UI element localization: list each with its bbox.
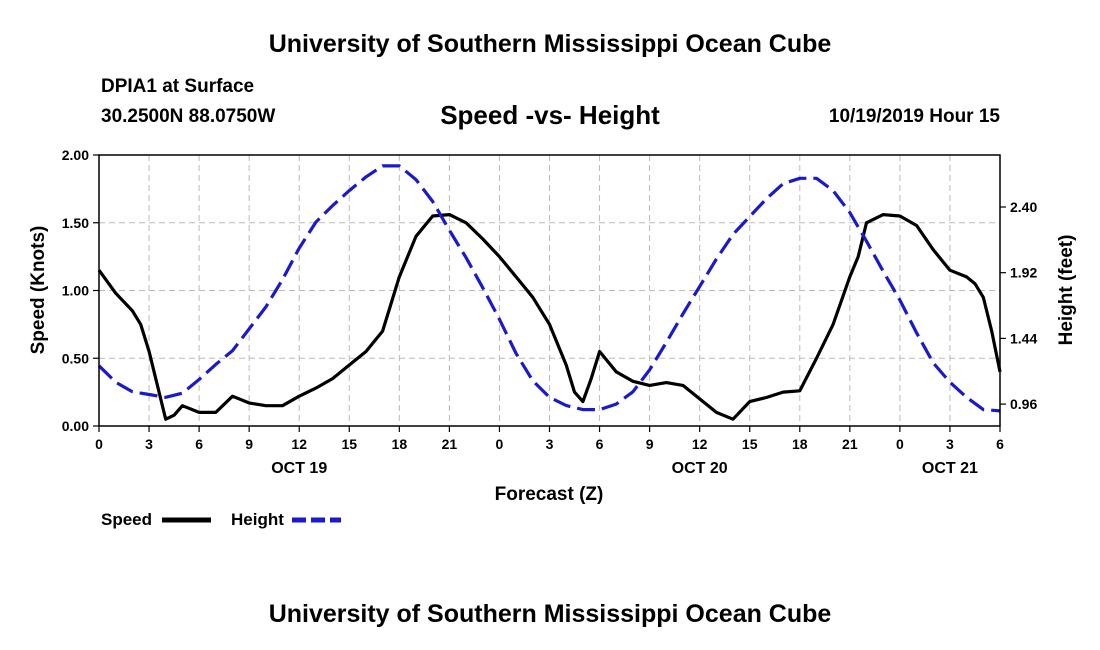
y2-tick-label: 1.44 xyxy=(1010,330,1037,346)
x-tick-label: 21 xyxy=(442,436,458,452)
x-tick-label: 0 xyxy=(95,436,103,452)
y2-tick-label: 2.40 xyxy=(1010,199,1037,215)
axis-ticks: 0 3 6 9 12 15 18 21 0 3 6 9 12 15 18 21 0 3 6 OCT 19 OCT 20 O… xyxy=(62,147,1038,477)
x-tick-label: 0 xyxy=(496,436,504,452)
x-tick-label: 6 xyxy=(596,436,604,452)
y-tick-label: 0.00 xyxy=(62,418,89,434)
x-tick-label: 12 xyxy=(692,436,708,452)
y2-axis-label: Height (feet) xyxy=(1056,235,1077,346)
x-tick-label: 18 xyxy=(392,436,408,452)
page-title-bottom: University of Southern Mississippi Ocean… xyxy=(268,600,832,628)
x-tick-label: 0 xyxy=(896,436,904,452)
y2-tick-label: 1.92 xyxy=(1010,265,1037,281)
height-series-line xyxy=(97,164,1001,413)
page-title-top: University of Southern Mississippi Ocean… xyxy=(268,30,832,58)
y-tick-label: 0.50 xyxy=(62,350,89,366)
station-label: DPIA1 at Surface xyxy=(101,76,255,97)
x-tick-label: 6 xyxy=(195,436,203,452)
grid-lines xyxy=(99,155,1000,426)
y-axis-label: Speed (Knots) xyxy=(28,226,49,355)
x-tick-label: 12 xyxy=(291,436,307,452)
legend-height-label: Height xyxy=(231,510,284,529)
legend: Speed Height xyxy=(101,510,341,529)
chart-title: Speed -vs- Height xyxy=(440,100,660,130)
date-label: OCT 21 xyxy=(922,460,978,477)
x-tick-label: 15 xyxy=(742,436,758,452)
x-tick-label: 9 xyxy=(245,436,253,452)
y-tick-label: 2.00 xyxy=(62,147,89,163)
x-tick-label: 18 xyxy=(792,436,808,452)
speed-height-chart: 0 3 6 9 12 15 18 21 0 3 6 9 12 15 18 21 0 3 6 OCT 19 OCT 20 O… xyxy=(28,147,1077,529)
x-tick-label: 6 xyxy=(996,436,1004,452)
y-tick-label: 1.50 xyxy=(62,215,89,231)
series-layer xyxy=(97,164,1002,421)
y2-tick-label: 0.96 xyxy=(1010,396,1037,412)
x-tick-label: 3 xyxy=(546,436,554,452)
date-label: OCT 20 xyxy=(672,460,728,477)
datetime-label: 10/19/2019 Hour 15 xyxy=(828,106,1000,127)
x-tick-label: 3 xyxy=(946,436,954,452)
coordinates-label: 30.2500N 88.0750W xyxy=(101,106,276,127)
x-tick-label: 15 xyxy=(341,436,357,452)
legend-speed-label: Speed xyxy=(101,510,152,529)
x-tick-label: 9 xyxy=(646,436,654,452)
date-label: OCT 19 xyxy=(271,460,327,477)
x-axis-label: Forecast (Z) xyxy=(495,484,604,505)
x-tick-label: 21 xyxy=(842,436,858,452)
y-tick-label: 1.00 xyxy=(62,283,89,299)
x-tick-label: 3 xyxy=(145,436,153,452)
